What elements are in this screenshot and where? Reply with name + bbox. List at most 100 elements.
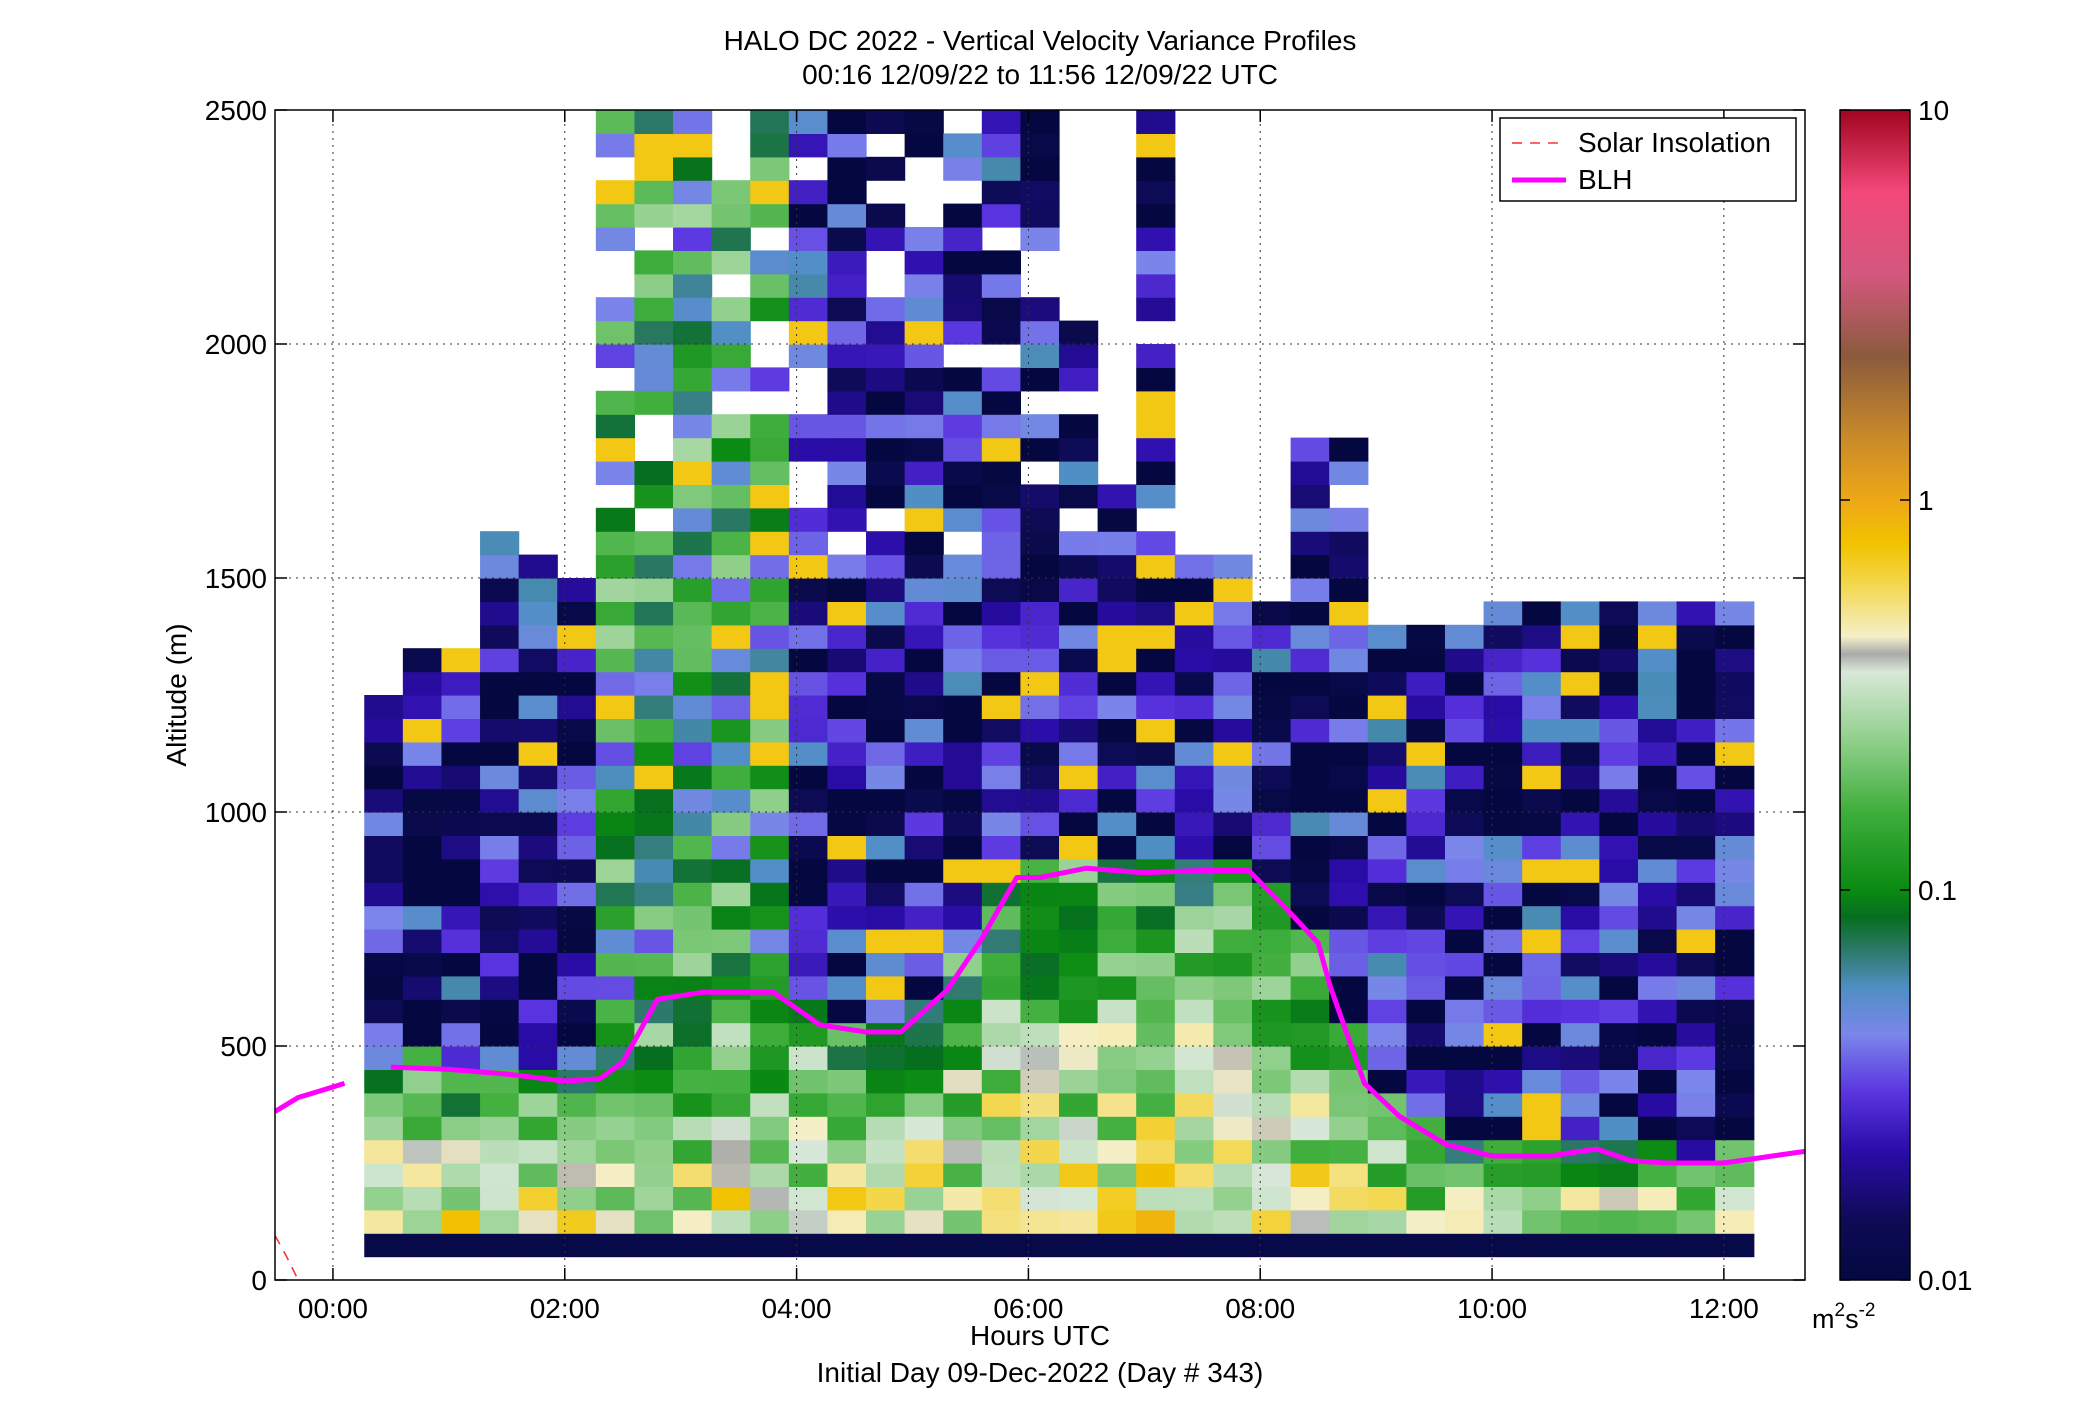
heatmap-cell	[557, 765, 597, 790]
heatmap-cell	[904, 695, 944, 719]
heatmap-cell	[788, 110, 829, 134]
heatmap-cell	[904, 110, 944, 134]
heatmap-cell	[1367, 999, 1407, 1024]
heatmap-cell	[827, 765, 867, 790]
heatmap-cell	[750, 1163, 790, 1187]
heatmap-cell	[480, 1233, 520, 1258]
heatmap-cell	[1097, 671, 1137, 696]
heatmap-cell	[402, 1022, 443, 1047]
heatmap-cell	[711, 578, 751, 602]
heatmap-cell	[595, 1233, 636, 1258]
heatmap-cell	[750, 952, 790, 977]
heatmap-cell	[634, 320, 674, 345]
heatmap-cell	[1020, 835, 1060, 860]
colorbar-tick-label: 1	[1918, 485, 1934, 516]
heatmap-cell	[866, 531, 906, 556]
heatmap-cell	[518, 1186, 558, 1211]
heatmap-cell	[711, 414, 751, 439]
heatmap-cell	[1715, 1163, 1755, 1187]
heatmap-cell	[943, 1022, 983, 1047]
heatmap-cell	[1560, 648, 1600, 673]
heatmap-cell	[866, 975, 906, 1000]
heatmap-cell	[1329, 858, 1369, 883]
heatmap-cell	[518, 741, 558, 766]
heatmap-cell	[1715, 1116, 1755, 1141]
heatmap-cell	[1483, 1163, 1523, 1187]
heatmap-cell	[1367, 648, 1407, 673]
heatmap-cell	[1329, 461, 1369, 485]
heatmap-cell	[1097, 975, 1137, 1000]
heatmap-cell	[1599, 1233, 1639, 1258]
heatmap-cell	[1251, 1116, 1292, 1141]
heatmap-cell	[1444, 882, 1485, 907]
heatmap-cell	[1213, 765, 1253, 790]
heatmap-cell	[364, 812, 404, 836]
heatmap-cell	[750, 905, 790, 930]
heatmap-cell	[750, 648, 790, 673]
heatmap-cell	[1136, 1046, 1176, 1070]
heatmap-cell	[711, 765, 751, 790]
heatmap-cell	[364, 1233, 404, 1258]
heatmap-cell	[827, 812, 867, 836]
heatmap-cell	[634, 905, 674, 930]
heatmap-cell	[981, 1186, 1022, 1211]
heatmap-cell	[402, 788, 443, 813]
heatmap-cell	[1136, 671, 1176, 696]
heatmap-cell	[904, 671, 944, 696]
heatmap-cell	[1097, 578, 1137, 602]
heatmap-cell	[1560, 765, 1600, 790]
heatmap-cell	[1329, 437, 1369, 462]
heatmap-cell	[1522, 624, 1562, 649]
heatmap-cell	[750, 671, 790, 696]
heatmap-cell	[1522, 1163, 1562, 1187]
heatmap-cell	[1637, 695, 1678, 719]
heatmap-cell	[788, 882, 829, 907]
heatmap-cell	[1367, 812, 1407, 836]
heatmap-cell	[866, 952, 906, 977]
heatmap-cell	[557, 1092, 597, 1117]
heatmap-cell	[1522, 905, 1562, 930]
heatmap-cell	[1560, 718, 1600, 743]
heatmap-cell	[1329, 718, 1369, 743]
heatmap-cell	[1251, 1209, 1292, 1234]
heatmap-cell	[904, 1116, 944, 1141]
heatmap-cell	[518, 648, 558, 673]
heatmap-cell	[1483, 1069, 1523, 1094]
chart-subtitle: 00:16 12/09/22 to 11:56 12/09/22 UTC	[802, 59, 1278, 90]
heatmap-cell	[750, 578, 790, 602]
heatmap-cell	[1136, 905, 1176, 930]
heatmap-cell	[557, 578, 597, 602]
heatmap-cell	[866, 1209, 906, 1234]
heatmap-cell	[1637, 812, 1678, 836]
heatmap-cell	[595, 1116, 636, 1141]
colorbar: 0.01 0.1 1 10 m2s-2	[1812, 95, 1973, 1334]
heatmap-cell	[1367, 858, 1407, 883]
heatmap-cell	[557, 835, 597, 860]
heatmap-cell	[402, 858, 443, 883]
heatmap-cell	[1251, 765, 1292, 790]
heatmap-cell	[1522, 835, 1562, 860]
heatmap-cell	[711, 952, 751, 977]
heatmap-cell	[1444, 1116, 1485, 1141]
heatmap-cell	[595, 1209, 636, 1234]
heatmap-cell	[711, 882, 751, 907]
heatmap-cell	[634, 741, 674, 766]
heatmap-cell	[634, 367, 674, 392]
heatmap-cell	[788, 741, 829, 766]
heatmap-cell	[788, 812, 829, 836]
heatmap-cell	[518, 601, 558, 626]
heatmap-cell	[981, 250, 1022, 275]
heatmap-cell	[1136, 812, 1176, 836]
heatmap-cell	[1290, 882, 1330, 907]
heatmap-cell	[1251, 835, 1292, 860]
heatmap-cell	[634, 882, 674, 907]
heatmap-cell	[518, 578, 558, 602]
heatmap-cell	[1522, 952, 1562, 977]
heatmap-cell	[1020, 367, 1060, 392]
heatmap-cell	[1020, 437, 1060, 462]
heatmap-cell	[1406, 671, 1446, 696]
heatmap-cell	[402, 648, 443, 673]
heatmap-cell	[711, 1209, 751, 1234]
heatmap-cell	[827, 671, 867, 696]
